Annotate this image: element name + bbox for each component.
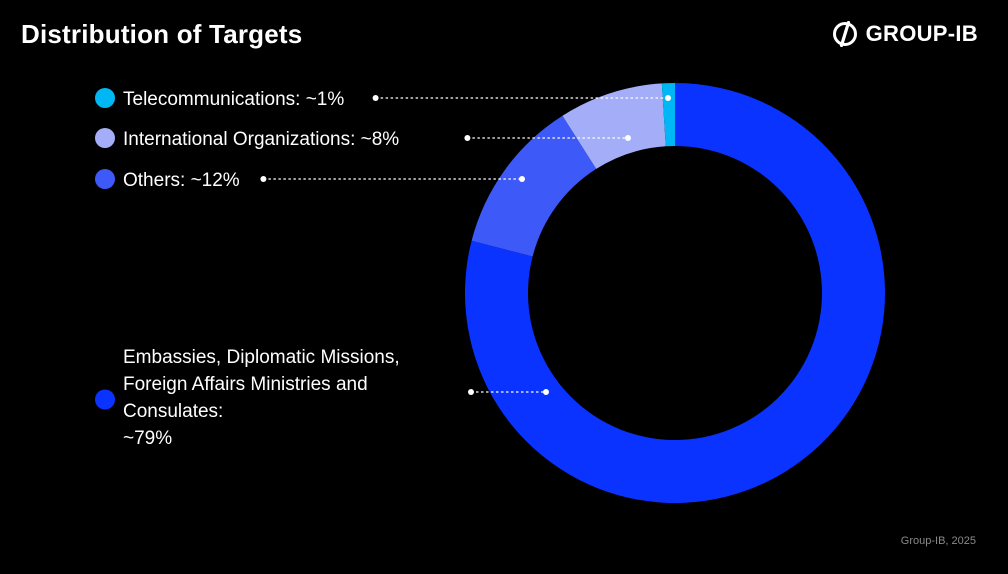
group-ib-logo-icon (832, 21, 857, 47)
legend-label-3-line-2: Consulates: (123, 401, 223, 422)
leader-dot-2-0 (260, 176, 267, 182)
legend-label-1-line-0: International Organizations: ~8% (123, 129, 399, 150)
leader-dot-3-1 (543, 389, 549, 395)
leader-dot-1-1 (625, 135, 631, 141)
leader-dot-2-1 (519, 176, 525, 182)
leader-dot-3-0 (468, 389, 474, 395)
legend-label-3-line-3: ~79% (123, 428, 172, 449)
leader-dot-0-0 (372, 95, 379, 101)
legend-label-3-line-1: Foreign Affairs Ministries and (123, 374, 368, 395)
legend-dot-3 (95, 389, 115, 410)
brand-name: GROUP-IB (865, 21, 978, 46)
slice-0 (465, 83, 886, 503)
leader-dot-0-1 (665, 95, 671, 101)
legend-label-0-line-0: Telecommunications: ~1% (123, 89, 344, 110)
legend-dot-0 (95, 88, 115, 108)
slice-2 (562, 83, 666, 169)
legend-dot-2 (95, 169, 115, 189)
legend-label-3-line-0: Embassies, Diplomatic Missions, (123, 347, 400, 368)
slice-1 (471, 115, 597, 257)
leader-dot-1-0 (464, 135, 471, 141)
slice-3 (661, 83, 675, 147)
group-ib-logo: GROUP-IB (832, 21, 978, 47)
legend-label-2-line-0: Others: ~12% (123, 170, 240, 191)
page-title: Distribution of Targets (21, 19, 303, 49)
legend-dot-1 (95, 128, 115, 148)
source-note: Group-IB, 2025 (900, 535, 976, 547)
